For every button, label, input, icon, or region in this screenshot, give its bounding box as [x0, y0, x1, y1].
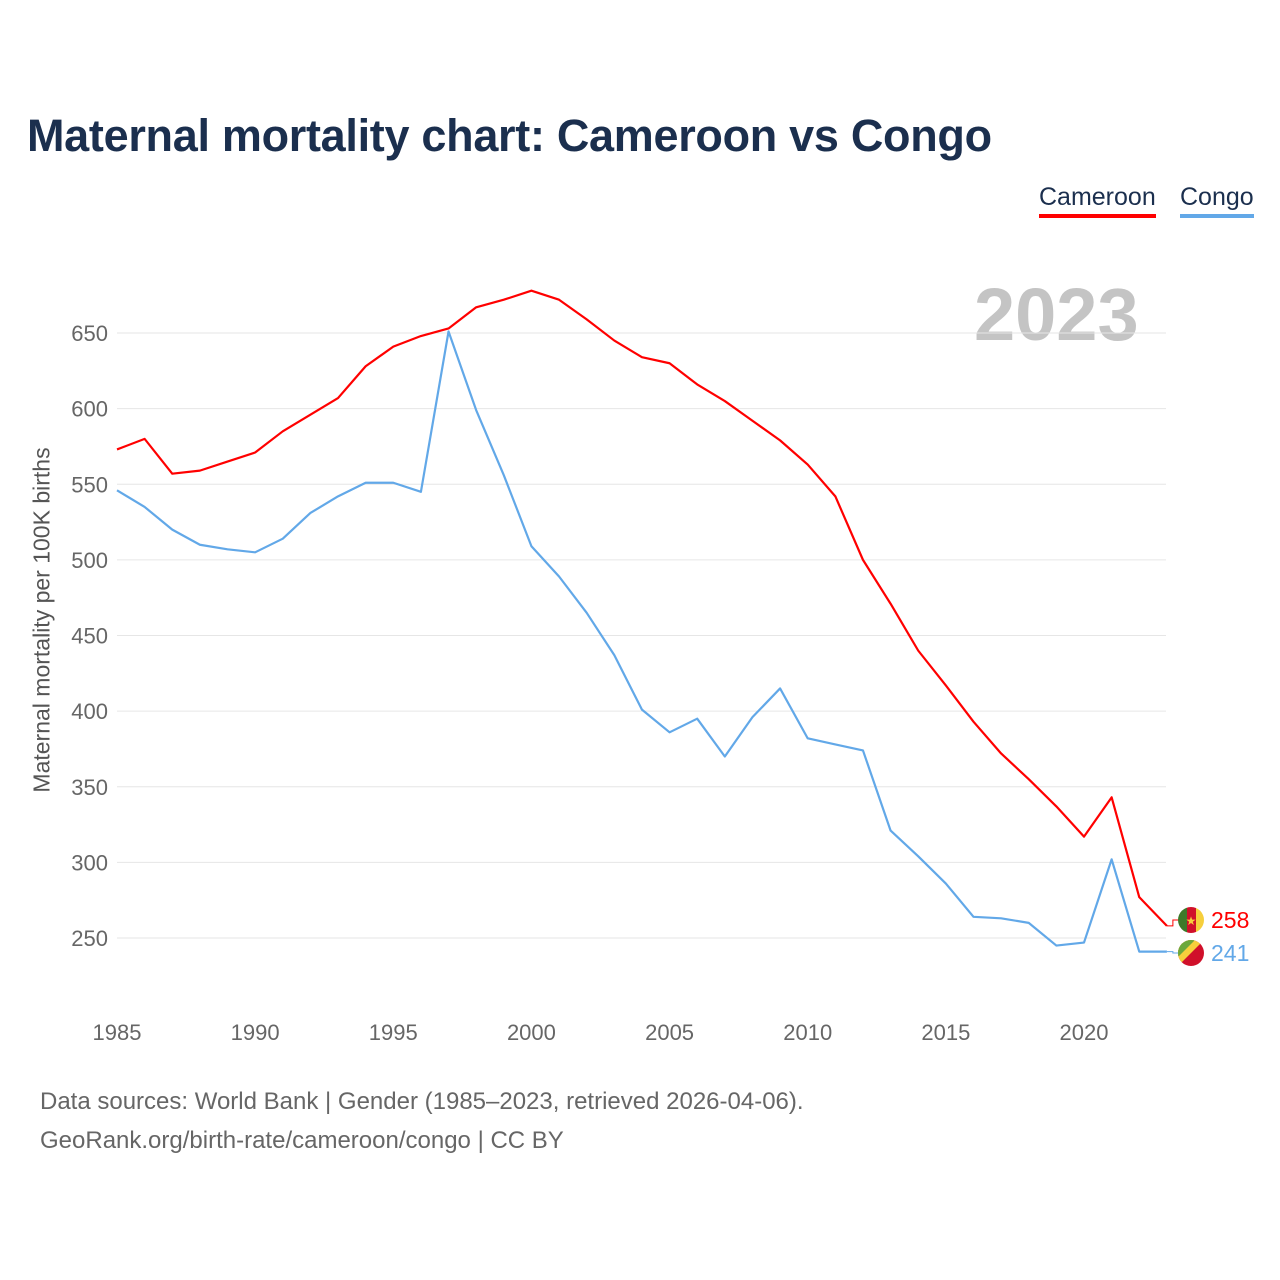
x-tick-label: 2020	[1060, 1020, 1109, 1045]
x-tick-label: 2005	[645, 1020, 694, 1045]
y-tick-label: 400	[71, 699, 108, 724]
series-line-congo	[116, 330, 1167, 953]
end-value-label: 258	[1211, 907, 1249, 933]
chart-title: Maternal mortality chart: Cameroon vs Co…	[27, 110, 992, 161]
series-line-cameroon	[116, 289, 1168, 927]
y-tick-label: 250	[71, 926, 108, 951]
x-tick-label: 1985	[93, 1020, 142, 1045]
y-tick-label: 300	[71, 850, 108, 875]
congo-flag-icon	[1178, 940, 1204, 966]
y-tick-label: 450	[71, 624, 108, 649]
leader-line	[1166, 919, 1179, 927]
y-tick-label: 350	[71, 775, 108, 800]
footer-sources: Data sources: World Bank | Gender (1985–…	[40, 1088, 804, 1115]
year-label: 2023	[974, 273, 1139, 356]
y-tick-label: 650	[71, 321, 108, 346]
leader-line	[1166, 951, 1179, 954]
x-tick-label: 2010	[783, 1020, 832, 1045]
svg-text:★: ★	[1186, 914, 1197, 928]
cameroon-flag-icon: ★	[1178, 907, 1204, 933]
footer-link[interactable]: GeoRank.org/birth-rate/cameroon/congo | …	[40, 1127, 564, 1154]
y-tick-label: 600	[71, 397, 108, 422]
end-value-label: 241	[1211, 940, 1249, 966]
legend-cameroon[interactable]: Cameroon	[1039, 183, 1156, 218]
x-tick-label: 2015	[921, 1020, 970, 1045]
legend-congo[interactable]: Congo	[1180, 183, 1254, 218]
y-tick-label: 500	[71, 548, 108, 573]
x-tick-label: 1995	[369, 1020, 418, 1045]
x-tick-label: 2000	[507, 1020, 556, 1045]
y-tick-label: 550	[71, 472, 108, 497]
x-tick-label: 1990	[231, 1020, 280, 1045]
